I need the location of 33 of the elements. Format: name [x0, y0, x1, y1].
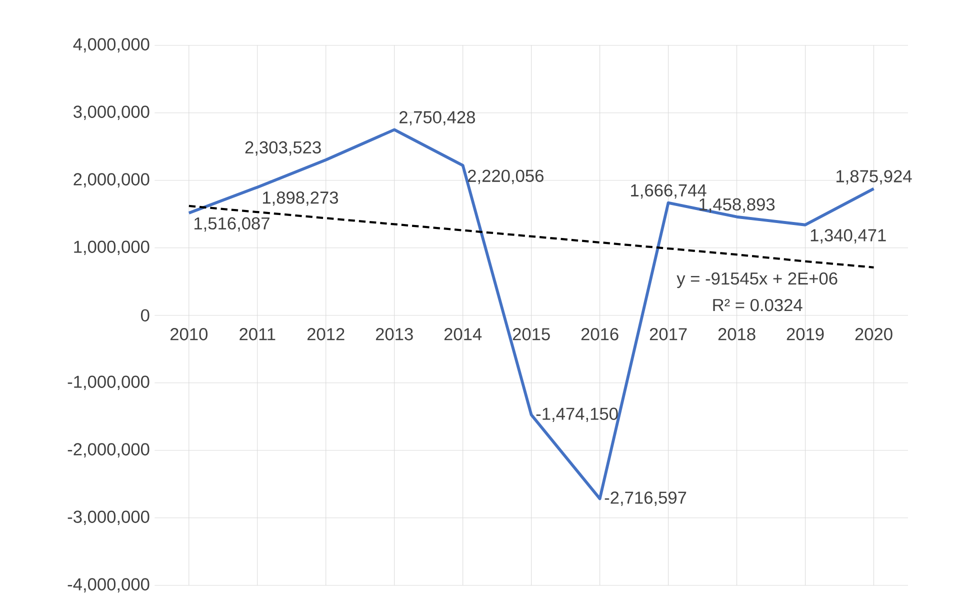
x-tick-label: 2020	[855, 328, 892, 340]
x-tick-label: 2018	[718, 328, 756, 340]
data-label: 2,303,523	[245, 141, 321, 156]
annotation: R² = 0.0324	[713, 298, 802, 312]
data-label: 1,458,893	[700, 198, 775, 213]
x-tick-label: 2011	[240, 328, 276, 340]
y-tick-label: -1,000,000	[68, 376, 150, 390]
data-label: 1,666,744	[631, 184, 706, 199]
data-label: -1,474,150	[536, 408, 618, 422]
x-tick-label: 2012	[307, 328, 344, 340]
x-tick-label: 2013	[376, 328, 413, 340]
x-tick-label: 2010	[170, 328, 208, 340]
data-label: 2,750,428	[400, 111, 475, 126]
data-label: 1,516,087	[194, 217, 270, 232]
x-tick-label: 2016	[581, 328, 618, 340]
y-tick-label: 3,000,000	[74, 106, 150, 120]
data-label: 1,898,273	[262, 191, 338, 206]
y-tick-label: -2,000,000	[68, 443, 150, 458]
x-tick-label: 2019	[786, 328, 824, 340]
x-tick-label: 2014	[444, 328, 482, 340]
y-tick-label: 0	[140, 309, 150, 322]
x-tick-label: 2015	[512, 328, 550, 340]
y-tick-label: -4,000,000	[68, 578, 150, 592]
y-tick-label: -3,000,000	[68, 510, 150, 525]
data-label: 1,340,471	[810, 229, 886, 244]
data-label: 2,220,056	[468, 170, 544, 184]
y-tick-label: 1,000,000	[74, 240, 150, 255]
y-tick-label: 2,000,000	[74, 173, 150, 188]
data-label: -2,716,597	[604, 492, 686, 506]
x-tick-label: 2017	[650, 328, 687, 340]
data-label: 1,875,924	[836, 170, 912, 184]
y-tick-label: 4,000,000	[73, 38, 150, 52]
annotation: y = -91545x + 2E+06	[676, 272, 838, 288]
